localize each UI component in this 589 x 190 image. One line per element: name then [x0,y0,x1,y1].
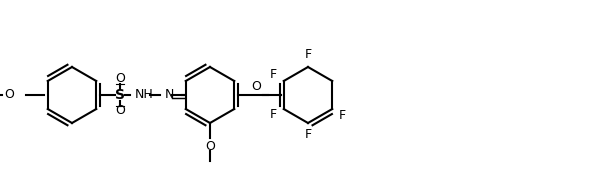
Text: N: N [165,89,174,101]
Text: O: O [4,89,14,101]
Text: O: O [115,73,125,86]
Text: F: F [270,69,277,82]
Text: O: O [251,81,261,93]
Text: F: F [270,108,277,121]
Text: F: F [339,108,346,121]
Text: O: O [115,105,125,117]
Text: F: F [305,48,312,62]
Text: S: S [115,88,125,102]
Text: O: O [205,140,215,154]
Text: NH: NH [135,89,154,101]
Text: F: F [305,128,312,142]
